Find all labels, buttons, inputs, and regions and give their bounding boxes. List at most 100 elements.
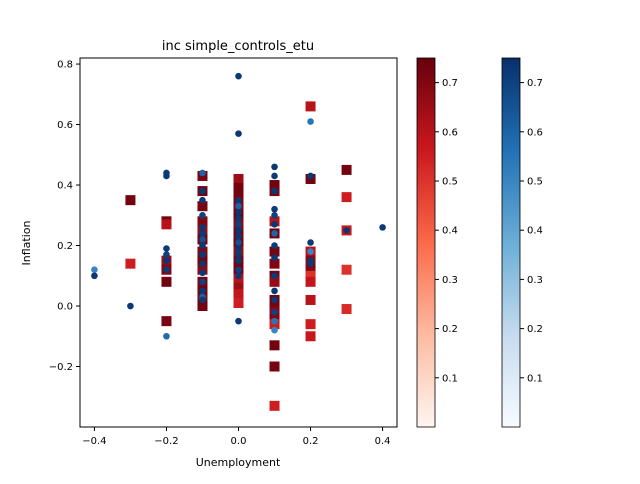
plot-area — [91, 72, 386, 411]
circle-marker — [91, 272, 98, 280]
circle-marker — [235, 317, 242, 325]
circle-marker — [307, 172, 314, 180]
square-marker — [305, 331, 316, 342]
circle-marker — [307, 248, 314, 255]
colorbar-tick-label: 0.2 — [442, 324, 458, 335]
y-tick-label: 0.0 — [57, 302, 73, 313]
circle-marker — [271, 308, 278, 316]
square-marker — [341, 304, 352, 315]
circle-marker — [235, 202, 242, 210]
colorbar-tick-label: 0.4 — [527, 226, 543, 237]
x-tick-label: 0.0 — [231, 436, 247, 447]
square-marker — [341, 164, 352, 175]
colorbar-tick-label: 0.4 — [442, 226, 458, 237]
colorbar-blues-gradient — [501, 57, 521, 428]
square-marker — [233, 282, 244, 293]
circle-marker — [199, 236, 206, 243]
circle-marker — [271, 163, 278, 171]
circle-marker — [271, 272, 278, 280]
circle-marker — [235, 239, 242, 246]
square-marker — [161, 316, 172, 327]
circle-marker — [343, 227, 350, 234]
circle-marker — [199, 296, 206, 304]
colorbar-tick-label: 0.6 — [527, 127, 543, 138]
circle-marker — [307, 118, 314, 125]
circle-marker — [235, 72, 242, 80]
square-marker — [269, 258, 280, 269]
circle-marker — [163, 257, 170, 264]
circle-marker — [199, 224, 206, 231]
x-axis-ticks: −0.4 −0.2 0.0 0.2 0.4 — [82, 427, 391, 447]
chart-title: inc simple_controls_etu — [162, 39, 314, 54]
colorbar-tick-label: 0.3 — [442, 275, 458, 286]
square-marker — [269, 180, 280, 191]
colorbar-blues: 0.1 0.2 0.3 0.4 0.5 0.6 0.7 — [501, 57, 543, 428]
colorbar-tick-label: 0.2 — [527, 324, 543, 335]
y-tick-label: 0.8 — [57, 60, 73, 71]
circle-marker — [163, 172, 170, 180]
circle-marker — [271, 172, 278, 180]
circle-marker — [235, 272, 242, 280]
square-marker — [269, 276, 280, 287]
colorbar-tick-label: 0.1 — [442, 373, 458, 384]
circle-marker — [199, 230, 206, 237]
circle-marker — [235, 196, 242, 204]
square-marker — [233, 288, 244, 299]
circle-marker — [235, 227, 242, 234]
circle-marker — [271, 211, 278, 219]
square-marker — [269, 246, 280, 257]
y-axis-label: Inflation — [20, 221, 33, 266]
circle-marker — [379, 224, 386, 231]
y-tick-label: 0.2 — [57, 241, 73, 252]
square-marker — [161, 219, 172, 230]
colorbar-reds: 0.1 0.2 0.3 0.4 0.5 0.6 0.7 — [416, 57, 458, 428]
colorbar-tick-label: 0.6 — [442, 127, 458, 138]
circle-marker — [163, 245, 170, 252]
square-marker — [305, 276, 316, 287]
circle-marker — [127, 302, 134, 310]
colorbar-tick-label: 0.5 — [442, 177, 458, 188]
circle-marker — [235, 130, 242, 137]
circle-marker — [271, 296, 278, 304]
circle-marker — [235, 245, 242, 252]
circle-marker — [271, 205, 278, 213]
square-marker — [305, 294, 316, 305]
circle-marker — [271, 242, 278, 249]
circle-marker — [271, 287, 278, 295]
square-marker — [305, 270, 316, 281]
square-marker — [269, 301, 280, 312]
circle-marker — [199, 242, 206, 249]
square-marker — [233, 183, 244, 194]
colorbar-tick-label: 0.3 — [527, 275, 543, 286]
circle-marker — [235, 208, 242, 216]
square-marker — [233, 173, 244, 184]
circle-marker — [271, 221, 278, 228]
x-tick-label: −0.2 — [154, 436, 178, 447]
y-tick-label: 0.4 — [57, 181, 73, 192]
y-axis-ticks: −0.2 0.0 0.2 0.4 0.6 0.8 — [49, 60, 80, 373]
square-marker — [305, 264, 316, 275]
circle-marker — [199, 269, 206, 277]
colorbar-tick-label: 0.1 — [527, 373, 543, 384]
y-tick-label: 0.6 — [57, 120, 73, 131]
square-marker — [125, 258, 136, 269]
circle-marker — [199, 211, 206, 219]
circle-marker — [163, 332, 170, 340]
colorbar-tick-label: 0.7 — [527, 78, 543, 89]
circle-marker — [271, 317, 278, 325]
square-marker — [197, 216, 208, 227]
square-marker — [269, 361, 280, 372]
circle-marker — [199, 251, 206, 258]
y-tick-label: −0.2 — [49, 362, 73, 373]
x-axis-label: Unemployment — [196, 456, 281, 469]
circle-marker — [271, 187, 278, 195]
circle-marker — [235, 251, 242, 258]
circle-marker — [235, 257, 242, 264]
circle-marker — [199, 169, 206, 177]
square-marker — [269, 340, 280, 351]
colorbar-tick-label: 0.5 — [527, 177, 543, 188]
x-tick-label: 0.2 — [303, 436, 319, 447]
circle-marker — [271, 230, 278, 237]
circle-marker — [235, 215, 242, 222]
square-marker — [125, 195, 136, 206]
